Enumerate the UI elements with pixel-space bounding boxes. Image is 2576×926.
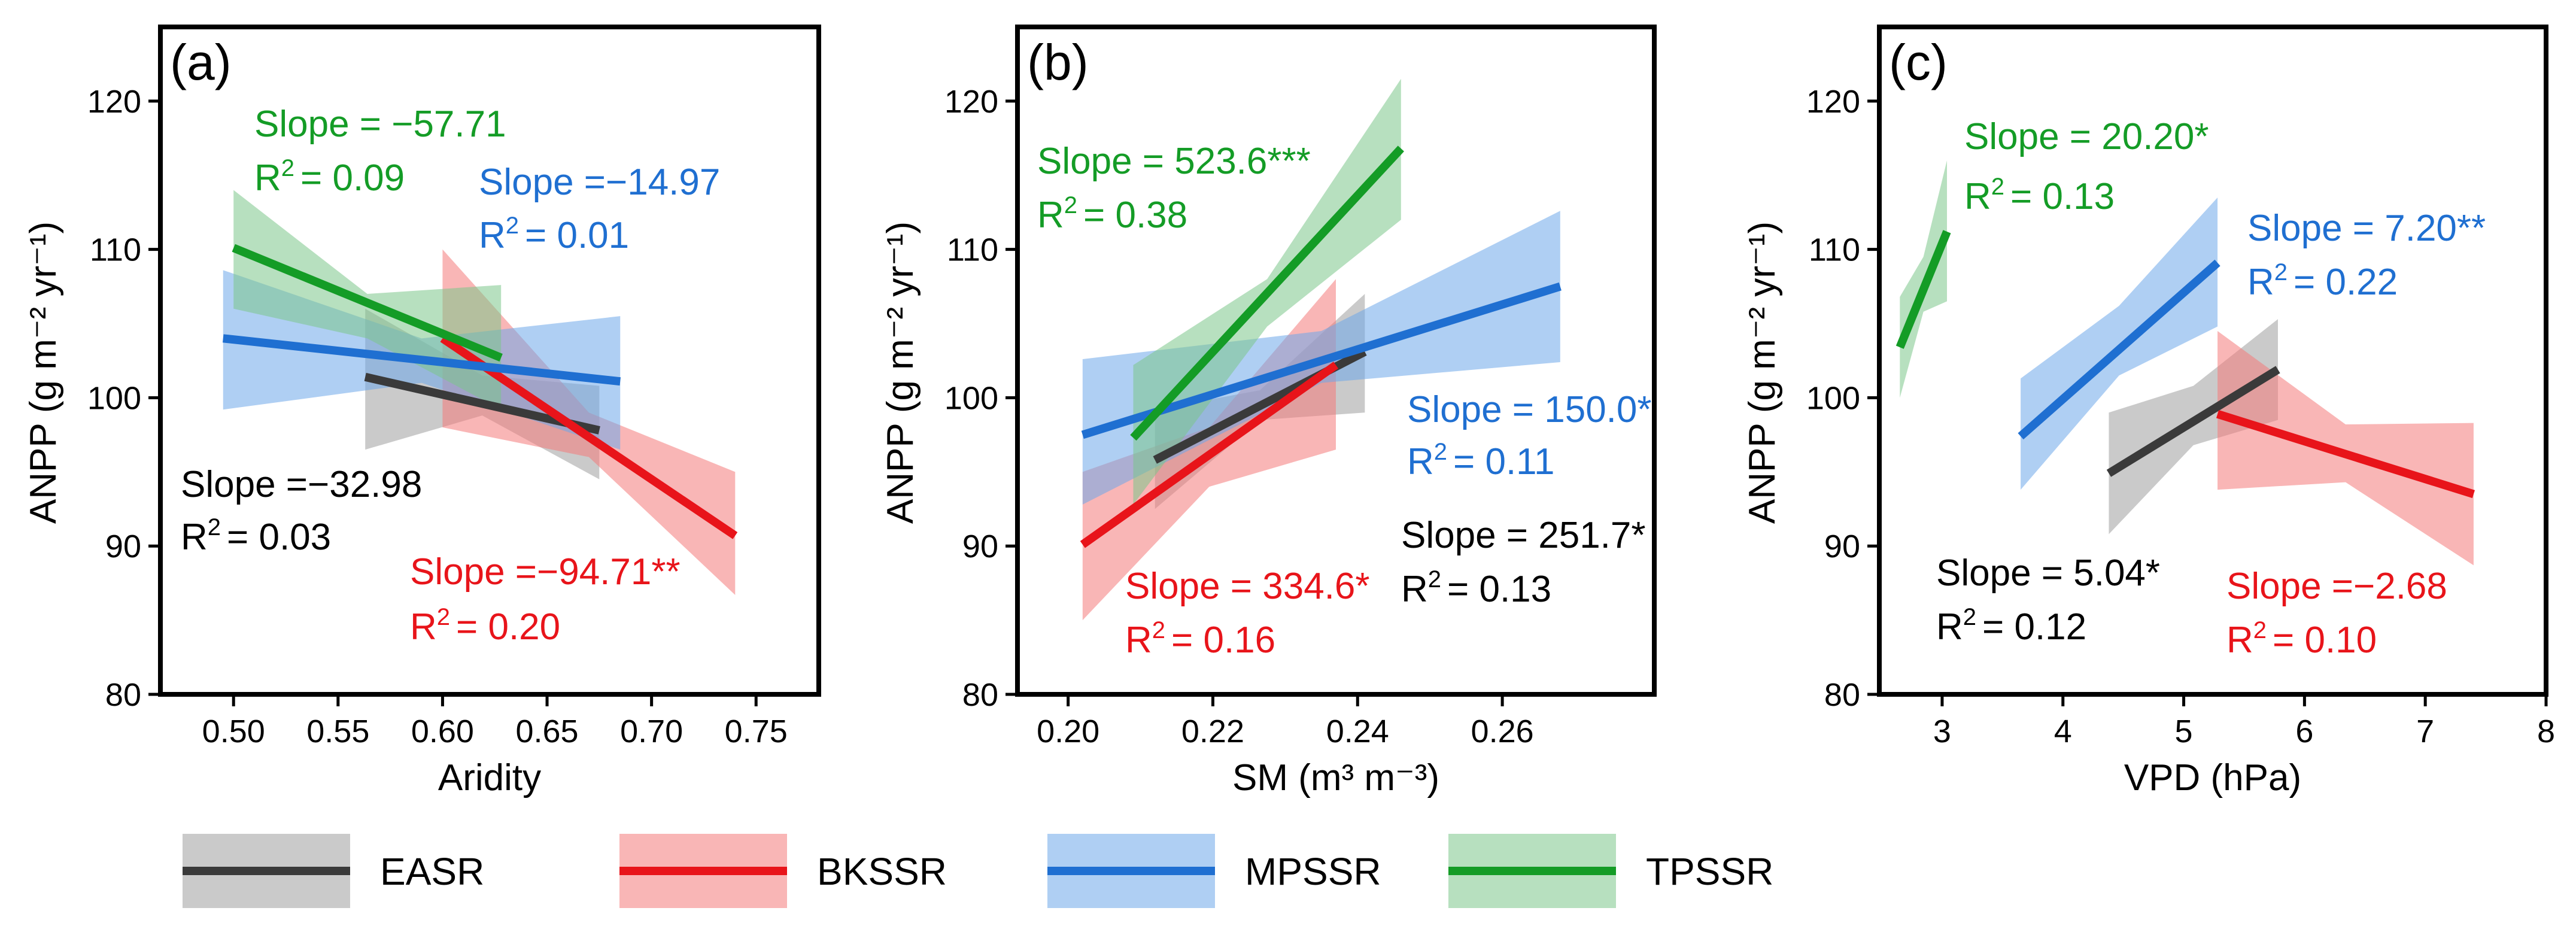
slope-annotation-mpssr: Slope = 150.0* — [1407, 389, 1652, 430]
y-tick-label: 80 — [962, 677, 998, 713]
y-tick-label: 100 — [944, 380, 998, 416]
x-axis-title: SM (m³ m⁻³) — [1232, 757, 1439, 799]
x-tick-label: 3 — [1933, 714, 1951, 749]
plot-frame — [1877, 25, 2548, 697]
r2-annotation-easr: R2 = 0.03 — [181, 514, 331, 558]
slope-annotation-bkssr: Slope = 334.6* — [1125, 566, 1370, 607]
r2-annotation-tpssr: R2 = 0.09 — [254, 155, 405, 199]
y-axis-title: ANPP (g m⁻² yr⁻¹) — [880, 221, 921, 524]
fit-line-mpssr — [223, 334, 621, 386]
panel-label: (a) — [170, 34, 232, 90]
x-tick-label: 0.22 — [1181, 714, 1244, 749]
legend-item-mpssr: MPSSR — [1047, 834, 1381, 908]
slope-annotation-easr: Slope = 5.04* — [1936, 552, 2160, 594]
y-axis-title: ANPP (g m⁻² yr⁻¹) — [23, 221, 64, 524]
y-tick-label: 80 — [1824, 677, 1860, 713]
fit-line-tpssr — [232, 244, 503, 362]
y-tick-label: 110 — [90, 232, 141, 268]
panel-3: 80 90 100 110 120 3 4 5 6 7 8 VPD (hPa) ANPP (g m⁻² … — [1742, 25, 2555, 799]
panel-label: (c) — [1889, 34, 1948, 90]
r2-annotation-mpssr: R2 = 0.01 — [479, 212, 629, 256]
y-tick-label: 110 — [1809, 232, 1860, 268]
legend-label: BKSSR — [817, 850, 947, 893]
y-tick-label: 120 — [1806, 84, 1860, 120]
plot-frame — [158, 25, 821, 697]
x-tick-label: 0.26 — [1471, 714, 1534, 749]
x-tick-label: 0.50 — [202, 714, 265, 749]
plot-area — [223, 190, 738, 595]
x-axis-title: VPD (hPa) — [2124, 757, 2301, 799]
y-tick-label: 90 — [1824, 529, 1860, 564]
y-axis-title: ANPP (g m⁻² yr⁻¹) — [1742, 221, 1783, 524]
slope-annotation-bkssr: Slope =−2.68 — [2226, 566, 2447, 607]
fit-line-mpssr — [2018, 259, 2220, 440]
fit-line-bkssr — [1080, 362, 1339, 548]
fit-line-tpssr — [1130, 145, 1404, 441]
x-tick-label: 0.55 — [306, 714, 369, 749]
r2-annotation-easr: R2 = 0.12 — [1936, 604, 2086, 648]
x-tick-label: 0.70 — [620, 714, 683, 749]
x-tick-label: 0.24 — [1326, 714, 1389, 749]
x-tick-label: 4 — [2054, 714, 2072, 749]
plot-frame — [1015, 25, 1657, 697]
panel-2: 80 90 100 110 120 0.20 0.22 0.24 0.26 SM (m³ m⁻³)… — [880, 25, 1657, 799]
panel-label: (b) — [1027, 34, 1089, 90]
x-tick-label: 5 — [2175, 714, 2193, 749]
y-tick-label: 100 — [87, 380, 141, 416]
band-mpssr — [2021, 197, 2218, 490]
slope-annotation-tpssr: Slope = −57.71 — [254, 104, 506, 145]
legend-label: TPSSR — [1646, 850, 1773, 893]
slope-annotation-easr: Slope =−32.98 — [181, 464, 422, 505]
x-axis-title: Aridity — [438, 757, 541, 799]
r2-annotation-bkssr: R2 = 0.16 — [1125, 617, 1275, 661]
slope-annotation-tpssr: Slope = 523.6*** — [1037, 141, 1311, 182]
slope-annotation-mpssr: Slope =−14.97 — [479, 162, 720, 203]
r2-annotation-mpssr: R2 = 0.22 — [2247, 259, 2398, 303]
y-tick-label: 90 — [962, 529, 998, 564]
fit-line-bkssr — [2216, 410, 2475, 499]
legend-label: EASR — [380, 850, 484, 893]
y-tick-label: 90 — [105, 529, 141, 564]
legend-label: MPSSR — [1245, 850, 1381, 893]
plot-area — [1080, 78, 1562, 621]
y-tick-label: 100 — [1806, 380, 1860, 416]
r2-annotation-tpssr: R2 = 0.13 — [1964, 174, 2115, 217]
slope-annotation-mpssr: Slope = 7.20** — [2247, 208, 2486, 249]
r2-annotation-mpssr: R2 = 0.11 — [1407, 439, 1555, 482]
fit-line-tpssr — [1895, 230, 1951, 349]
x-tick-label: 0.20 — [1037, 714, 1099, 749]
panel-1: 80 90 100 110 120 0.50 0.55 0.60 0.65 0.70 0.75 Ari… — [23, 25, 821, 799]
slope-annotation-bkssr: Slope =−94.71** — [410, 551, 681, 593]
r2-annotation-tpssr: R2 = 0.38 — [1037, 192, 1187, 236]
x-tick-label: 7 — [2416, 714, 2434, 749]
legend-item-bkssr: BKSSR — [619, 834, 947, 908]
band-bkssr — [2217, 330, 2474, 566]
x-tick-label: 6 — [2295, 714, 2313, 749]
y-tick-label: 120 — [87, 84, 141, 120]
r2-annotation-easr: R2 = 0.13 — [1401, 566, 1551, 610]
legend: EASR BKSSR MPSSR TPSSR — [183, 834, 1773, 908]
x-tick-label: 8 — [2537, 714, 2555, 749]
slope-annotation-tpssr: Slope = 20.20* — [1964, 116, 2209, 157]
plot-area — [1895, 160, 2475, 566]
y-tick-label: 80 — [105, 677, 141, 713]
x-tick-label: 0.65 — [515, 714, 578, 749]
x-tick-label: 0.75 — [725, 714, 788, 749]
legend-item-easr: EASR — [183, 834, 484, 908]
r2-annotation-bkssr: R2 = 0.10 — [2226, 617, 2377, 661]
fit-line-easr — [2106, 366, 2280, 477]
slope-annotation-easr: Slope = 251.7* — [1401, 515, 1646, 556]
y-tick-label: 110 — [947, 232, 998, 268]
x-tick-label: 0.60 — [411, 714, 474, 749]
legend-item-tpssr: TPSSR — [1448, 834, 1773, 908]
y-tick-label: 120 — [944, 84, 998, 120]
r2-annotation-bkssr: R2 = 0.20 — [410, 604, 560, 648]
